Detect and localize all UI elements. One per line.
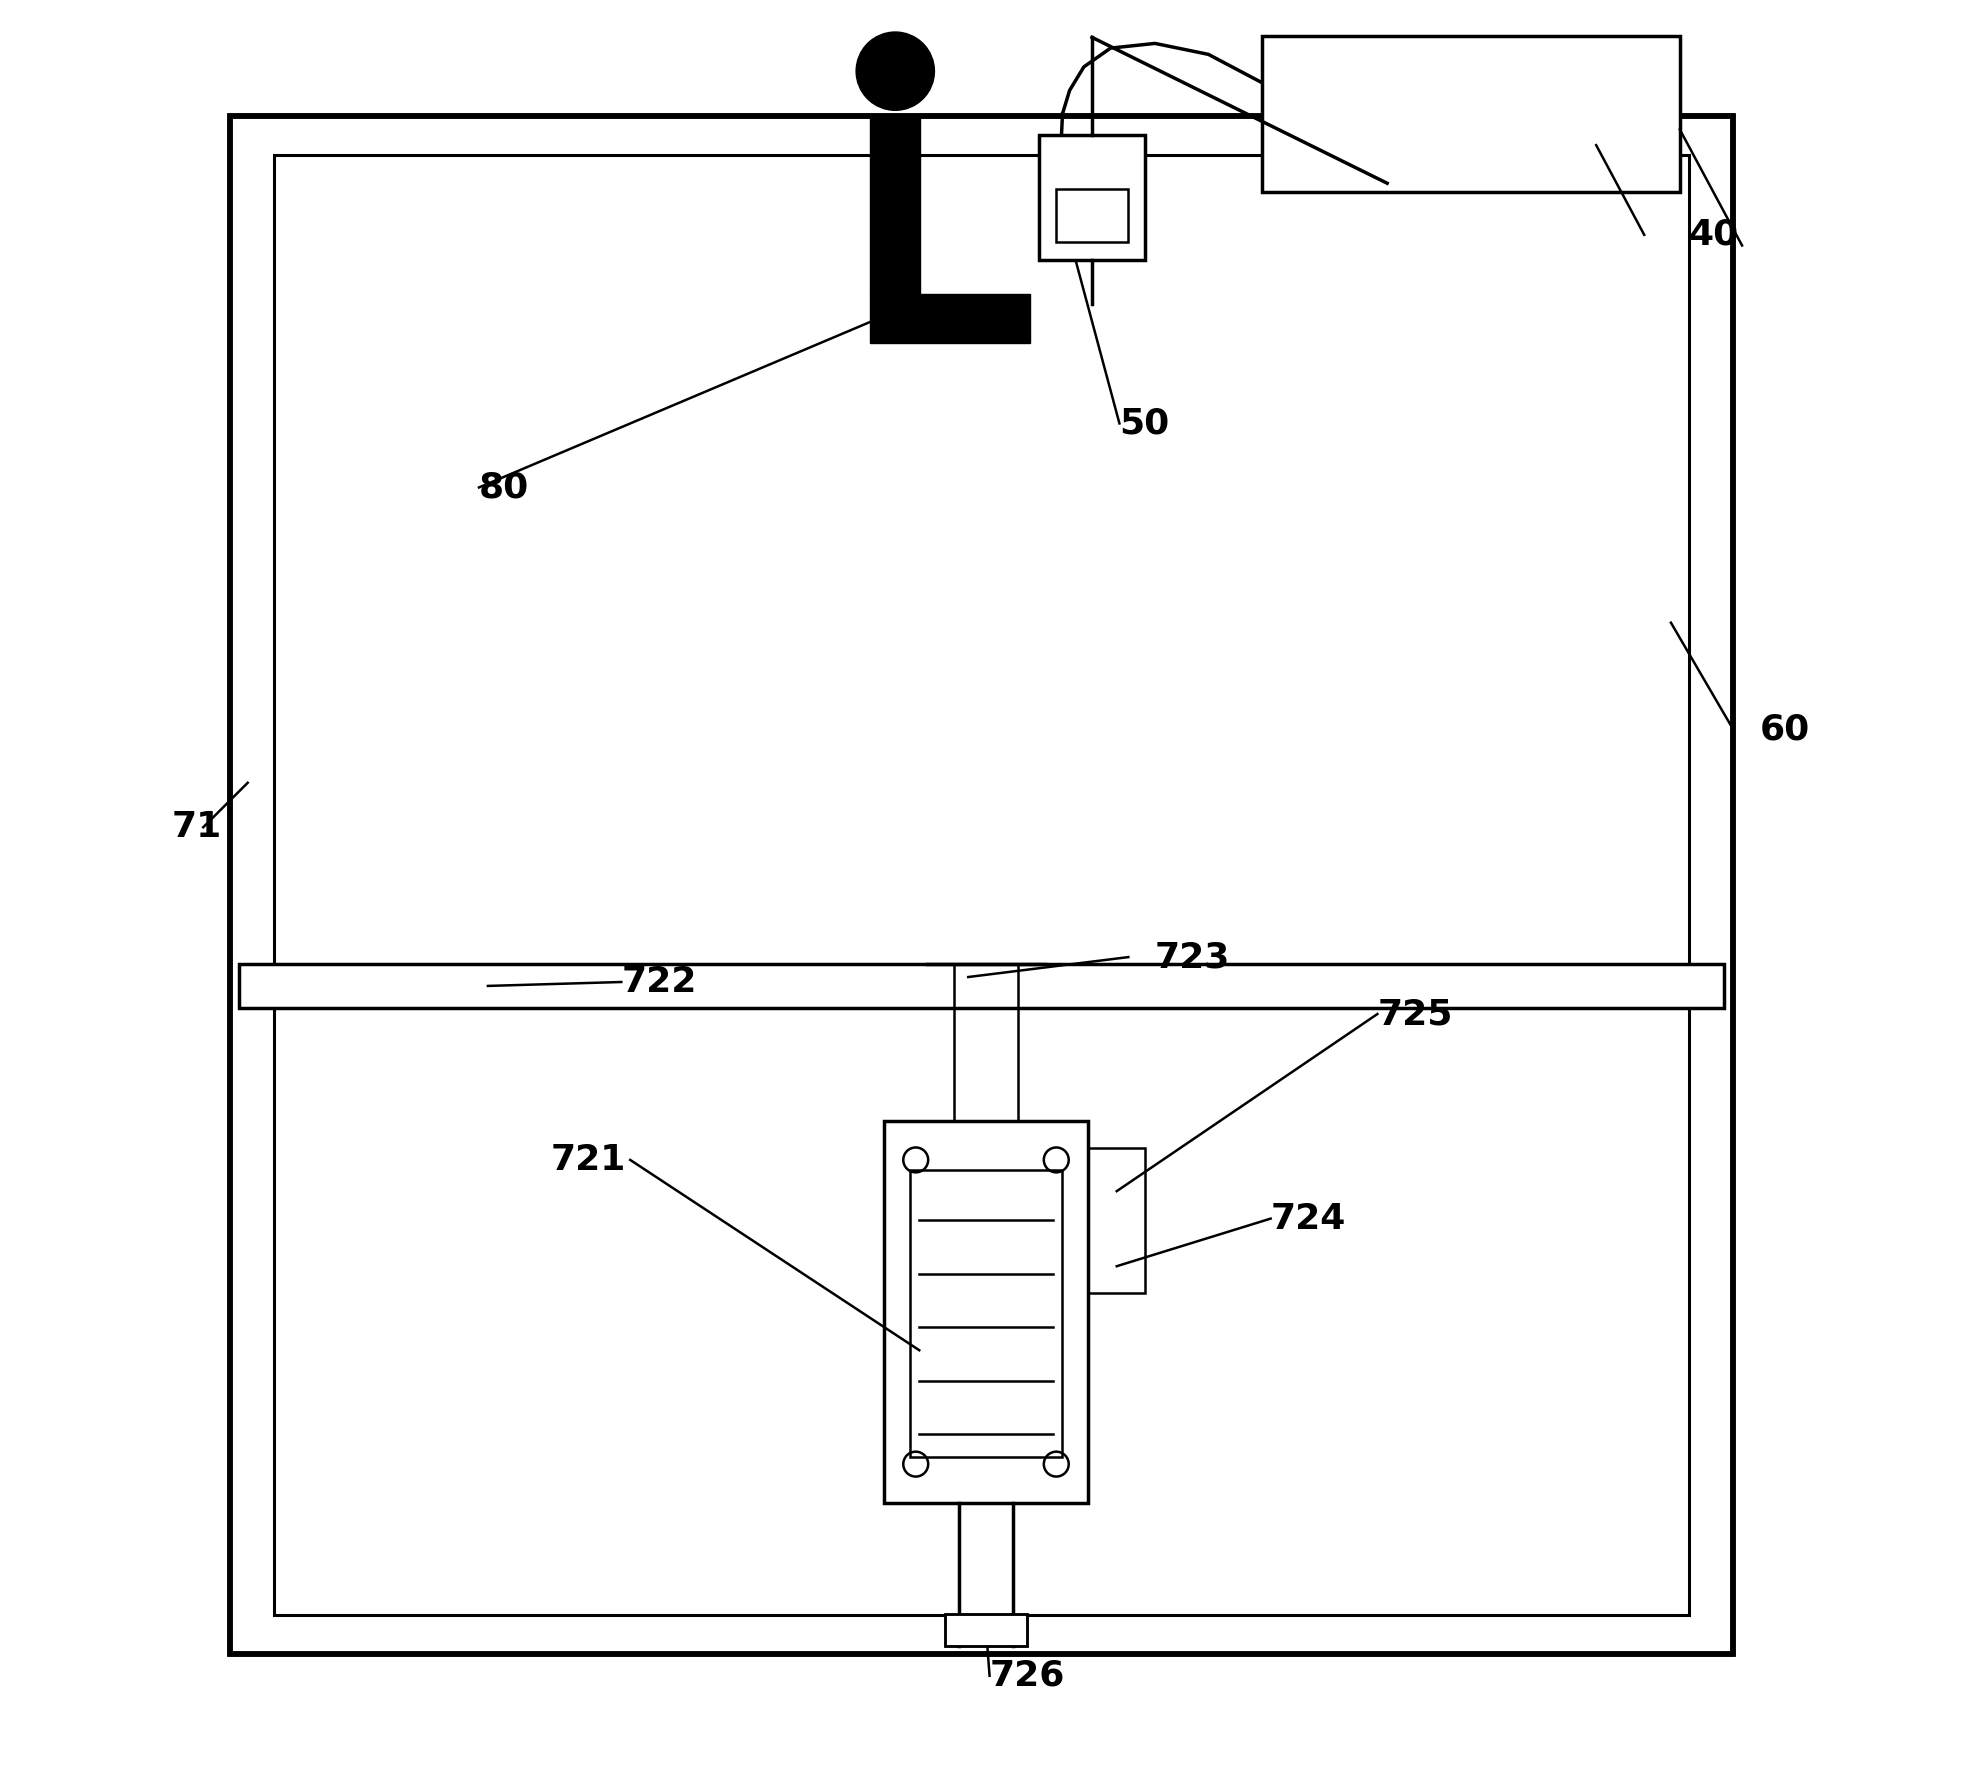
Text: 50: 50 bbox=[1120, 406, 1169, 441]
Bar bbox=[239, 964, 1724, 1009]
Text: 723: 723 bbox=[1156, 939, 1231, 975]
Bar bbox=[883, 1121, 1089, 1503]
Text: 725: 725 bbox=[1376, 996, 1453, 1032]
Text: 722: 722 bbox=[621, 964, 696, 1000]
Text: 40: 40 bbox=[1688, 217, 1739, 253]
Bar bbox=[945, 1614, 1027, 1646]
Circle shape bbox=[856, 32, 935, 110]
Bar bbox=[945, 1614, 1027, 1646]
Bar bbox=[1057, 189, 1128, 242]
Bar bbox=[274, 155, 1688, 1615]
Bar bbox=[1039, 135, 1146, 260]
Bar bbox=[231, 116, 1733, 1654]
Text: 80: 80 bbox=[479, 470, 528, 505]
Bar bbox=[1089, 1147, 1146, 1293]
Bar bbox=[1262, 36, 1680, 192]
Polygon shape bbox=[870, 294, 1029, 343]
Bar bbox=[231, 116, 1733, 1654]
Text: 71: 71 bbox=[172, 809, 221, 845]
Text: 60: 60 bbox=[1759, 712, 1810, 747]
Polygon shape bbox=[870, 116, 921, 294]
Text: 721: 721 bbox=[550, 1142, 625, 1178]
Text: 724: 724 bbox=[1270, 1201, 1347, 1236]
Text: 726: 726 bbox=[990, 1658, 1065, 1694]
Bar bbox=[911, 1171, 1061, 1457]
